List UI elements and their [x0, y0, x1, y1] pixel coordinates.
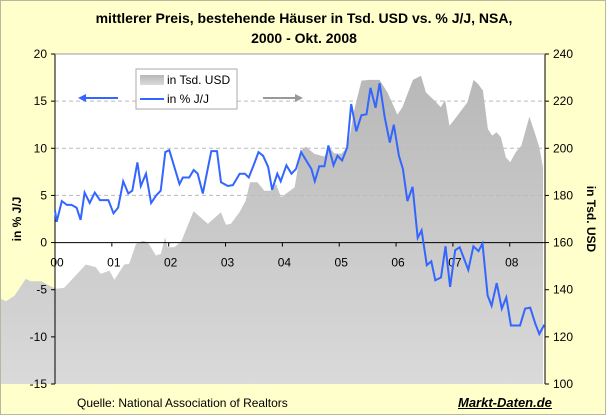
right-tick-label: 100	[553, 377, 573, 391]
source-note: Quelle: National Association of Realtors	[77, 396, 288, 410]
x-tick-label: 02	[164, 256, 178, 270]
legend-label-yoy: in % J/J	[167, 92, 209, 106]
x-tick-label: 05	[335, 256, 349, 270]
right-arrowhead-icon	[295, 94, 303, 102]
yoy-line-series	[54, 83, 546, 337]
legend-area-swatch	[140, 75, 164, 85]
price-area-series	[1, 75, 543, 384]
right-tick-label: 200	[553, 141, 573, 155]
x-tick-label: 08	[505, 256, 519, 270]
legend-label-price: in Tsd. USD	[167, 73, 230, 87]
x-tick-label: 00	[50, 256, 64, 270]
left-tick-label: 5	[40, 188, 47, 202]
x-tick-label: 04	[278, 256, 292, 270]
right-tick-label: 180	[553, 188, 573, 202]
left-tick-label: 10	[34, 141, 48, 155]
right-tick-label: 240	[553, 47, 573, 61]
chart-title-line2: 2000 - Okt. 2008	[251, 30, 357, 46]
right-tick-label: 160	[553, 236, 573, 250]
chart-title-line1: mittlerer Preis, bestehende Häuser in Ts…	[95, 10, 513, 26]
x-tick-label: 06	[391, 256, 405, 270]
left-tick-label: 15	[34, 94, 48, 108]
right-axis-title: in Tsd. USD	[584, 186, 598, 253]
x-tick-label: 07	[448, 256, 462, 270]
x-tick-label: 01	[107, 256, 121, 270]
left-tick-label: 0	[40, 236, 47, 250]
legend-box	[135, 68, 238, 110]
brand-link[interactable]: Markt-Daten.de	[458, 395, 552, 410]
left-axis-title: in % J/J	[10, 197, 24, 242]
left-tick-label: -15	[30, 377, 48, 391]
right-tick-label: 140	[553, 283, 573, 297]
x-tick-label: 03	[221, 256, 235, 270]
right-tick-label: 120	[553, 330, 573, 344]
left-tick-label: -5	[36, 283, 47, 297]
left-tick-label: 20	[34, 47, 48, 61]
left-tick-label: -10	[30, 330, 48, 344]
right-tick-label: 220	[553, 94, 573, 108]
left-arrowhead-icon	[78, 94, 86, 102]
